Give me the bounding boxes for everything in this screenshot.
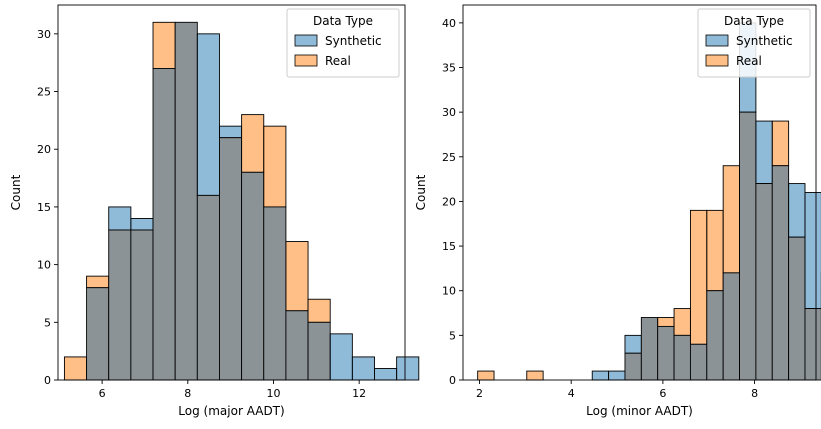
synthetic-bar xyxy=(196,33,220,196)
synthetic-bar xyxy=(329,333,353,381)
y-tick-label: 35 xyxy=(442,62,456,75)
overlap-bar xyxy=(804,308,821,381)
y-tick-label: 0 xyxy=(449,374,456,387)
real-bar xyxy=(152,21,176,69)
overlap-bar xyxy=(307,321,331,381)
real-bar xyxy=(689,209,708,345)
overlap-bar xyxy=(219,137,243,381)
real-bar xyxy=(706,209,724,292)
right-legend: Data Type Synthetic Real xyxy=(697,8,811,78)
real-bar xyxy=(722,165,740,274)
x-tick-label: 10 xyxy=(266,387,280,400)
left-y-axis-label: Count xyxy=(9,174,23,210)
overlap-bar xyxy=(86,287,110,381)
right-legend-title: Data Type xyxy=(724,14,784,28)
overlap-bar xyxy=(689,343,708,381)
left-legend-swatch-synthetic xyxy=(294,34,318,47)
real-bar xyxy=(307,298,331,323)
synthetic-bar xyxy=(396,356,420,381)
overlap-bar xyxy=(771,165,790,381)
overlap-bar xyxy=(722,272,740,381)
y-tick-label: 5 xyxy=(449,329,456,342)
left-legend: Data Type Synthetic Real xyxy=(286,8,400,78)
synthetic-bar xyxy=(591,370,610,381)
x-tick-label: 4 xyxy=(568,387,575,400)
real-bar xyxy=(673,308,691,336)
y-tick-label: 5 xyxy=(44,316,51,329)
left-legend-title: Data Type xyxy=(313,14,373,28)
left-legend-label-synthetic: Synthetic xyxy=(325,34,382,48)
overlap-bar xyxy=(108,229,132,381)
y-tick-label: 30 xyxy=(442,106,456,119)
real-bar xyxy=(477,370,495,381)
real-bar xyxy=(285,241,309,312)
synthetic-bar xyxy=(608,370,626,381)
overlap-bar xyxy=(788,236,806,381)
left-x-axis-label: Log (major AADT) xyxy=(178,404,284,418)
synthetic-bar xyxy=(351,356,375,381)
y-tick-label: 20 xyxy=(442,195,456,208)
y-tick-label: 10 xyxy=(37,259,51,272)
right-legend-label-synthetic: Synthetic xyxy=(736,34,793,48)
x-tick-label: 6 xyxy=(659,387,666,400)
overlap-bar xyxy=(130,229,154,381)
y-tick-label: 40 xyxy=(442,17,456,30)
overlap-bar xyxy=(706,290,724,381)
real-bar xyxy=(771,120,790,167)
synthetic-bar xyxy=(219,125,243,139)
x-tick-label: 8 xyxy=(184,387,191,400)
right-histogram-panel: 2 4 6 8 0 5 10 15 20 25 30 35 40 Log (minor AADT) Co… xyxy=(414,4,821,418)
right-legend-swatch-synthetic xyxy=(705,34,729,47)
real-bar xyxy=(86,275,110,289)
overlap-bar xyxy=(673,334,691,381)
overlap-bar xyxy=(152,68,176,381)
real-bar xyxy=(63,356,88,381)
right-legend-swatch-real xyxy=(705,54,729,67)
overlap-bar xyxy=(241,171,265,381)
y-tick-label: 25 xyxy=(37,86,51,99)
right-y-axis-label: Count xyxy=(414,174,428,210)
y-tick-label: 20 xyxy=(37,143,51,156)
overlap-bar xyxy=(640,317,659,381)
synthetic-bar xyxy=(108,206,132,231)
overlap-bar xyxy=(174,21,198,381)
overlap-bar xyxy=(755,183,773,381)
y-tick-label: 10 xyxy=(442,285,456,298)
overlap-bar xyxy=(196,194,220,381)
synthetic-bar xyxy=(624,334,642,354)
overlap-bar xyxy=(657,325,675,381)
left-legend-swatch-real xyxy=(294,54,318,67)
synthetic-bar xyxy=(374,368,398,381)
y-tick-label: 30 xyxy=(37,28,51,41)
x-tick-label: 6 xyxy=(99,387,106,400)
y-tick-label: 15 xyxy=(37,201,51,214)
y-tick-label: 15 xyxy=(442,240,456,253)
synthetic-bar xyxy=(755,120,773,185)
x-tick-label: 2 xyxy=(476,387,483,400)
overlap-bar xyxy=(739,111,757,381)
x-tick-label: 12 xyxy=(352,387,366,400)
synthetic-bar xyxy=(804,192,821,310)
right-x-axis-label: Log (minor AADT) xyxy=(586,404,693,418)
y-tick-label: 0 xyxy=(44,374,51,387)
left-legend-label-real: Real xyxy=(325,54,351,68)
real-bar xyxy=(241,114,265,173)
right-legend-label-real: Real xyxy=(736,54,762,68)
real-bar xyxy=(263,125,287,208)
synthetic-bar xyxy=(788,183,806,238)
left-histogram-panel: 6 8 10 12 0 5 10 15 20 25 30 Log (major AADT) Coun… xyxy=(9,4,420,418)
real-bar xyxy=(657,317,675,327)
synthetic-bar xyxy=(130,218,154,231)
overlap-bar xyxy=(263,206,287,381)
overlap-bar xyxy=(624,352,642,381)
x-tick-label: 8 xyxy=(751,387,758,400)
real-bar xyxy=(526,370,544,381)
y-tick-label: 25 xyxy=(442,151,456,164)
overlap-bar xyxy=(285,310,309,381)
